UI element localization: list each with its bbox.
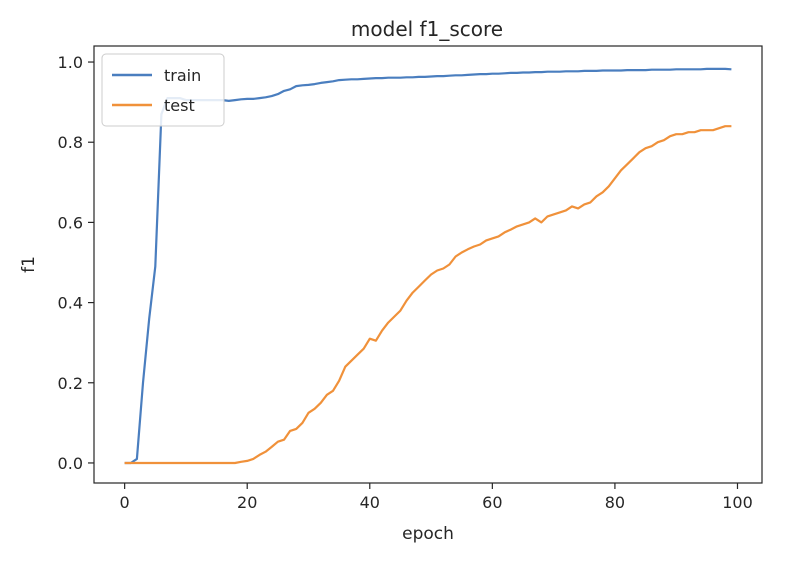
y-axis-label: f1 bbox=[19, 256, 39, 273]
y-tick-label: 0.2 bbox=[58, 374, 83, 393]
x-tick-label: 80 bbox=[605, 493, 625, 512]
chart-title: model f1_score bbox=[351, 17, 503, 41]
x-tick-label: 20 bbox=[237, 493, 257, 512]
series-lines bbox=[124, 67, 732, 465]
x-tick-label: 60 bbox=[482, 493, 502, 512]
y-tick-label: 0.6 bbox=[58, 213, 83, 232]
y-tick-label: 0.8 bbox=[58, 133, 83, 152]
y-tick-label: 0.0 bbox=[58, 454, 83, 473]
legend: train test bbox=[101, 53, 225, 127]
x-tick-label: 100 bbox=[722, 493, 753, 512]
legend-label-test: test bbox=[164, 96, 195, 115]
axis-ticks: 0 20 40 60 80 100 0.0 0.2 0.4 0.6 0.8 1.0 bbox=[58, 53, 753, 512]
y-tick-label: 0.4 bbox=[58, 294, 83, 313]
legend-label-train: train bbox=[164, 66, 201, 85]
x-tick-label: 0 bbox=[120, 493, 130, 512]
legend-box bbox=[101, 53, 225, 127]
series-line-test bbox=[124, 125, 732, 465]
plot-area-frame bbox=[93, 45, 763, 484]
y-tick-label: 1.0 bbox=[58, 53, 83, 72]
x-axis-label: epoch bbox=[402, 524, 454, 544]
series-line-train bbox=[124, 67, 732, 465]
x-tick-label: 40 bbox=[360, 493, 380, 512]
